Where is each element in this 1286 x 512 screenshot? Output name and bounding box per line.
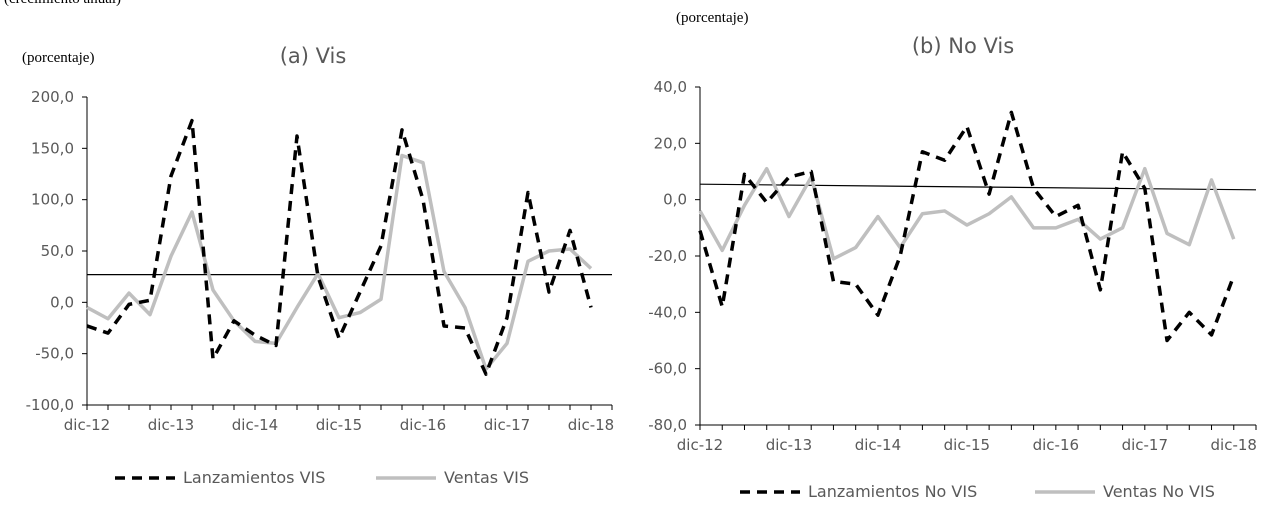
y-tick-label: 200,0 xyxy=(31,88,74,106)
y-tick-label: 20,0 xyxy=(654,134,687,152)
legend-label: Lanzamientos VIS xyxy=(183,468,325,487)
chart-panel-vis: (a) Vis (porcentaje) -100,0 -50,0 0,0 50,0 100… xyxy=(22,44,614,487)
y-unit-label: (porcentaje) xyxy=(22,50,94,66)
series-line-ventas-vis xyxy=(86,153,593,371)
trend-line xyxy=(699,183,1257,191)
x-tick-label: dic-15 xyxy=(944,436,990,454)
x-tick-label: dic-15 xyxy=(316,416,362,434)
chart-panel-no-vis: (b) No Vis (porcentaje) -80,0 -60,0 -40,0 -20… xyxy=(648,10,1257,501)
y-tick-label: 0,0 xyxy=(50,293,74,311)
y-tick-label: 40,0 xyxy=(654,78,687,96)
chart-title: (a) Vis xyxy=(280,44,347,68)
x-tick-label: dic-17 xyxy=(484,416,530,434)
y-tick-label: 50,0 xyxy=(41,242,74,260)
series-line-lanzamientos-vis xyxy=(86,118,593,376)
chart-title: (b) No Vis xyxy=(912,34,1014,58)
x-tick-label: dic-13 xyxy=(148,416,194,434)
y-unit-label: (porcentaje) xyxy=(676,10,748,26)
legend-label: Lanzamientos No VIS xyxy=(808,482,977,501)
header-note: (crecimiento anual) xyxy=(4,0,121,8)
x-tick-label: dic-12 xyxy=(677,436,723,454)
y-tick-label: -60,0 xyxy=(648,360,687,378)
y-tick-label: -50,0 xyxy=(35,345,74,363)
y-tick-label: -40,0 xyxy=(648,303,687,321)
legend-label: Ventas No VIS xyxy=(1103,482,1215,501)
x-tick-label: dic-12 xyxy=(64,416,110,434)
x-tick-label: dic-16 xyxy=(1033,436,1079,454)
x-tick-label: dic-18 xyxy=(568,416,614,434)
y-tick-label: 150,0 xyxy=(31,139,74,157)
x-tick-label: dic-13 xyxy=(766,436,812,454)
x-tick-label: dic-14 xyxy=(232,416,278,434)
x-tick-label: dic-17 xyxy=(1122,436,1168,454)
x-tick-label: dic-16 xyxy=(400,416,446,434)
y-tick-label: -20,0 xyxy=(648,247,687,265)
y-tick-label: 100,0 xyxy=(31,191,74,209)
x-tick-label: dic-18 xyxy=(1211,436,1257,454)
x-tick-label: dic-14 xyxy=(855,436,901,454)
legend-label: Ventas VIS xyxy=(444,468,529,487)
y-tick-label: -80,0 xyxy=(648,416,687,434)
y-tick-label: 0,0 xyxy=(663,191,687,209)
series-line-ventas-no-vis xyxy=(698,166,1236,261)
y-tick-label: -100,0 xyxy=(26,396,74,414)
series-line-lanzamientos-no-vis xyxy=(698,110,1236,343)
